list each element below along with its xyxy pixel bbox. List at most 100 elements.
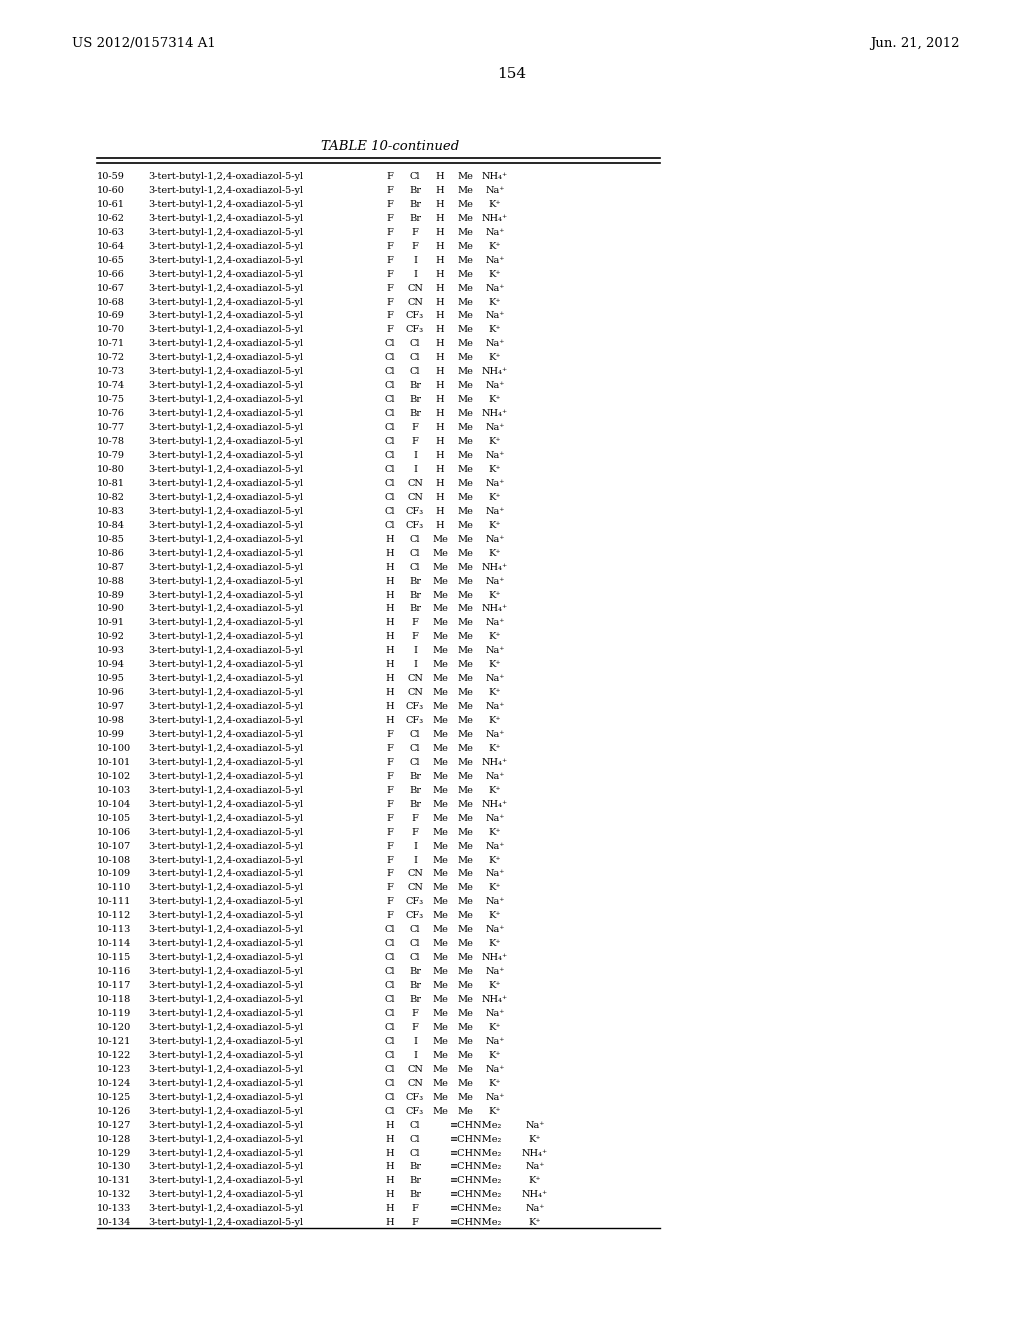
Text: 10-94: 10-94 xyxy=(97,660,125,669)
Text: 10-129: 10-129 xyxy=(97,1148,131,1158)
Text: K⁺: K⁺ xyxy=(528,1135,542,1143)
Text: H: H xyxy=(386,1191,394,1200)
Text: F: F xyxy=(412,424,419,432)
Text: H: H xyxy=(386,549,394,557)
Text: Br: Br xyxy=(409,605,421,614)
Text: Me: Me xyxy=(457,562,473,572)
Text: 10-103: 10-103 xyxy=(97,785,131,795)
Text: 10-101: 10-101 xyxy=(97,758,131,767)
Text: Na⁺: Na⁺ xyxy=(485,507,505,516)
Text: Me: Me xyxy=(457,758,473,767)
Text: Me: Me xyxy=(432,800,447,809)
Text: 10-73: 10-73 xyxy=(97,367,125,376)
Text: H: H xyxy=(435,424,444,432)
Text: Me: Me xyxy=(457,911,473,920)
Text: 3-tert-butyl-1,2,4-oxadiazol-5-yl: 3-tert-butyl-1,2,4-oxadiazol-5-yl xyxy=(148,437,303,446)
Text: Me: Me xyxy=(457,1051,473,1060)
Text: 10-80: 10-80 xyxy=(97,465,125,474)
Text: Me: Me xyxy=(457,968,473,977)
Text: Cl: Cl xyxy=(385,940,395,948)
Text: Na⁺: Na⁺ xyxy=(525,1204,545,1213)
Text: F: F xyxy=(387,284,393,293)
Text: CF₃: CF₃ xyxy=(406,702,424,711)
Text: 3-tert-butyl-1,2,4-oxadiazol-5-yl: 3-tert-butyl-1,2,4-oxadiazol-5-yl xyxy=(148,647,303,655)
Text: 10-121: 10-121 xyxy=(97,1038,131,1045)
Text: Me: Me xyxy=(457,492,473,502)
Text: 10-95: 10-95 xyxy=(97,675,125,684)
Text: Br: Br xyxy=(409,590,421,599)
Text: 3-tert-butyl-1,2,4-oxadiazol-5-yl: 3-tert-butyl-1,2,4-oxadiazol-5-yl xyxy=(148,968,303,977)
Text: NH₄⁺: NH₄⁺ xyxy=(482,995,508,1005)
Text: K⁺: K⁺ xyxy=(488,632,502,642)
Text: 10-113: 10-113 xyxy=(97,925,131,935)
Text: K⁺: K⁺ xyxy=(488,492,502,502)
Text: Cl: Cl xyxy=(385,339,395,348)
Text: Na⁺: Na⁺ xyxy=(485,730,505,739)
Text: 10-87: 10-87 xyxy=(97,562,125,572)
Text: 3-tert-butyl-1,2,4-oxadiazol-5-yl: 3-tert-butyl-1,2,4-oxadiazol-5-yl xyxy=(148,842,303,850)
Text: H: H xyxy=(435,326,444,334)
Text: Me: Me xyxy=(432,1038,447,1045)
Text: NH₄⁺: NH₄⁺ xyxy=(482,409,508,418)
Text: CN: CN xyxy=(408,284,423,293)
Text: 3-tert-butyl-1,2,4-oxadiazol-5-yl: 3-tert-butyl-1,2,4-oxadiazol-5-yl xyxy=(148,297,303,306)
Text: Me: Me xyxy=(432,758,447,767)
Text: 3-tert-butyl-1,2,4-oxadiazol-5-yl: 3-tert-butyl-1,2,4-oxadiazol-5-yl xyxy=(148,465,303,474)
Text: Me: Me xyxy=(457,730,473,739)
Text: H: H xyxy=(435,269,444,279)
Text: 10-60: 10-60 xyxy=(97,186,125,195)
Text: Na⁺: Na⁺ xyxy=(485,228,505,236)
Text: 10-134: 10-134 xyxy=(97,1218,131,1228)
Text: 3-tert-butyl-1,2,4-oxadiazol-5-yl: 3-tert-butyl-1,2,4-oxadiazol-5-yl xyxy=(148,1038,303,1045)
Text: 10-67: 10-67 xyxy=(97,284,125,293)
Text: CF₃: CF₃ xyxy=(406,1093,424,1102)
Text: CF₃: CF₃ xyxy=(406,1106,424,1115)
Text: Me: Me xyxy=(457,354,473,363)
Text: Me: Me xyxy=(457,605,473,614)
Text: Me: Me xyxy=(457,242,473,251)
Text: 3-tert-butyl-1,2,4-oxadiazol-5-yl: 3-tert-butyl-1,2,4-oxadiazol-5-yl xyxy=(148,940,303,948)
Text: 10-68: 10-68 xyxy=(97,297,125,306)
Text: F: F xyxy=(387,828,393,837)
Text: Me: Me xyxy=(457,925,473,935)
Text: Me: Me xyxy=(457,647,473,655)
Text: Na⁺: Na⁺ xyxy=(485,451,505,459)
Text: Me: Me xyxy=(457,660,473,669)
Text: F: F xyxy=(387,172,393,181)
Text: 10-104: 10-104 xyxy=(97,800,131,809)
Text: Me: Me xyxy=(432,772,447,781)
Text: Cl: Cl xyxy=(410,339,420,348)
Text: Me: Me xyxy=(432,632,447,642)
Text: F: F xyxy=(412,242,419,251)
Text: 3-tert-butyl-1,2,4-oxadiazol-5-yl: 3-tert-butyl-1,2,4-oxadiazol-5-yl xyxy=(148,339,303,348)
Text: CF₃: CF₃ xyxy=(406,521,424,529)
Text: Me: Me xyxy=(432,855,447,865)
Text: 10-96: 10-96 xyxy=(97,688,125,697)
Text: 154: 154 xyxy=(498,67,526,81)
Text: Me: Me xyxy=(457,228,473,236)
Text: 3-tert-butyl-1,2,4-oxadiazol-5-yl: 3-tert-butyl-1,2,4-oxadiazol-5-yl xyxy=(148,1176,303,1185)
Text: H: H xyxy=(435,256,444,265)
Text: K⁺: K⁺ xyxy=(488,326,502,334)
Text: F: F xyxy=(387,256,393,265)
Text: 10-72: 10-72 xyxy=(97,354,125,363)
Text: F: F xyxy=(387,199,393,209)
Text: 3-tert-butyl-1,2,4-oxadiazol-5-yl: 3-tert-butyl-1,2,4-oxadiazol-5-yl xyxy=(148,242,303,251)
Text: F: F xyxy=(412,1218,419,1228)
Text: Me: Me xyxy=(432,618,447,627)
Text: 3-tert-butyl-1,2,4-oxadiazol-5-yl: 3-tert-butyl-1,2,4-oxadiazol-5-yl xyxy=(148,898,303,907)
Text: 10-82: 10-82 xyxy=(97,492,125,502)
Text: CN: CN xyxy=(408,297,423,306)
Text: F: F xyxy=(412,437,419,446)
Text: 3-tert-butyl-1,2,4-oxadiazol-5-yl: 3-tert-butyl-1,2,4-oxadiazol-5-yl xyxy=(148,1191,303,1200)
Text: 3-tert-butyl-1,2,4-oxadiazol-5-yl: 3-tert-butyl-1,2,4-oxadiazol-5-yl xyxy=(148,424,303,432)
Text: K⁺: K⁺ xyxy=(488,1023,502,1032)
Text: H: H xyxy=(386,535,394,544)
Text: K⁺: K⁺ xyxy=(488,269,502,279)
Text: H: H xyxy=(435,312,444,321)
Text: 3-tert-butyl-1,2,4-oxadiazol-5-yl: 3-tert-butyl-1,2,4-oxadiazol-5-yl xyxy=(148,186,303,195)
Text: K⁺: K⁺ xyxy=(488,590,502,599)
Text: ≡CHNMe₂: ≡CHNMe₂ xyxy=(450,1204,502,1213)
Text: Cl: Cl xyxy=(385,925,395,935)
Text: Me: Me xyxy=(432,1106,447,1115)
